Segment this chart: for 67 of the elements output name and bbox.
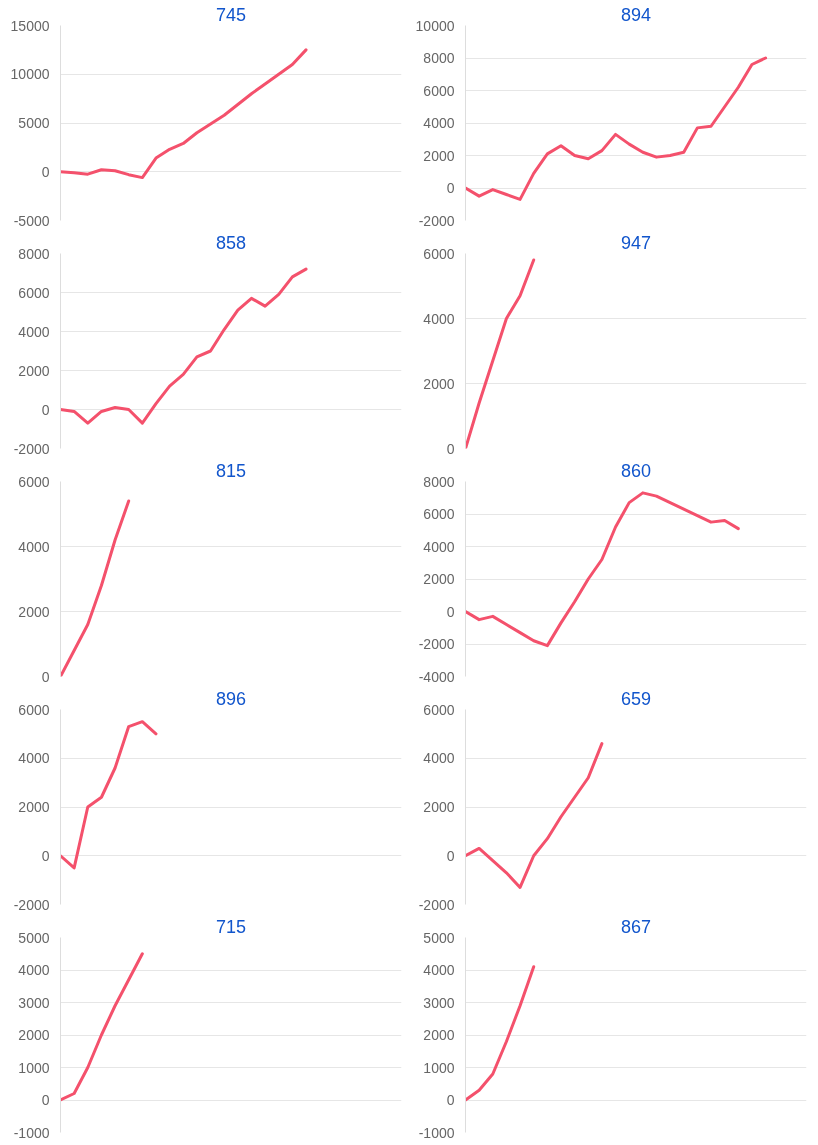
y-tick-label: 0 <box>446 603 455 620</box>
y-tick-label: 6000 <box>423 701 455 718</box>
y-tick-label: 4000 <box>18 750 50 767</box>
y-tick-label: 8000 <box>423 473 455 490</box>
y-tick-label: 2000 <box>423 147 455 164</box>
y-tick-label: 0 <box>41 163 50 180</box>
y-tick-label: 10000 <box>415 17 455 34</box>
y-tick-label: 8000 <box>18 245 50 262</box>
y-tick-label: -4000 <box>418 668 455 685</box>
y-tick-label: 10000 <box>10 66 50 83</box>
y-tick-label: 6000 <box>423 506 455 522</box>
y-tick-label: 0 <box>41 401 50 418</box>
y-tick-label: 6000 <box>18 284 50 301</box>
y-tick-label: 2000 <box>18 799 50 815</box>
chart-title: 947 <box>620 232 652 253</box>
y-tick-label: 0 <box>446 440 455 457</box>
y-tick-label: 4000 <box>423 115 455 131</box>
y-tick-label: 0 <box>41 847 50 864</box>
y-tick-label: 8000 <box>423 50 455 66</box>
y-tick-label: 2000 <box>423 1027 455 1043</box>
chart-title: 894 <box>620 4 652 25</box>
y-tick-label: -2000 <box>418 896 455 913</box>
y-tick-label: 0 <box>446 1092 455 1108</box>
y-tick-label: -5000 <box>13 212 50 229</box>
y-tick-label: 2000 <box>423 799 455 815</box>
y-tick-label: 3000 <box>423 994 455 1011</box>
y-tick-label: 4000 <box>18 962 50 978</box>
y-tick-label: 4000 <box>423 310 455 327</box>
y-tick-label: 15000 <box>10 17 50 34</box>
y-tick-label: 1000 <box>18 1059 50 1076</box>
y-tick-label: 5000 <box>423 929 455 946</box>
y-tick-label: 6000 <box>18 701 50 718</box>
y-tick-label: 4000 <box>18 538 50 555</box>
chart-title: 860 <box>620 460 652 481</box>
y-tick-label: 4000 <box>423 962 455 978</box>
y-tick-label: 0 <box>446 180 455 196</box>
y-tick-label: 4000 <box>18 323 50 340</box>
chart-title: 858 <box>215 232 247 253</box>
y-tick-label: -1000 <box>418 1124 455 1141</box>
y-tick-label: -2000 <box>418 212 455 229</box>
y-tick-label: 2000 <box>18 362 50 379</box>
y-tick-label: 3000 <box>18 994 50 1011</box>
y-tick-label: 0 <box>41 1092 50 1108</box>
chart-title: 715 <box>215 916 247 937</box>
chart-title: 896 <box>215 688 247 709</box>
y-tick-label: -1000 <box>13 1124 50 1141</box>
y-tick-label: 2000 <box>18 603 50 620</box>
y-tick-label: 6000 <box>423 245 455 262</box>
y-tick-label: 0 <box>446 847 455 864</box>
y-tick-label: 2000 <box>423 375 455 392</box>
chart-title: 745 <box>215 4 247 25</box>
chart-title: 867 <box>620 916 652 937</box>
chart-title: 659 <box>620 688 652 709</box>
y-tick-label: -2000 <box>13 440 50 457</box>
chart-title: 815 <box>215 460 247 481</box>
y-tick-label: 6000 <box>18 473 50 490</box>
y-tick-label: 4000 <box>423 750 455 767</box>
y-tick-label: 1000 <box>423 1059 455 1076</box>
y-tick-label: 5000 <box>18 115 50 131</box>
y-tick-label: 5000 <box>18 929 50 946</box>
y-tick-label: -2000 <box>418 636 455 652</box>
y-tick-label: 4000 <box>423 538 455 555</box>
y-tick-label: 2000 <box>18 1027 50 1043</box>
y-tick-label: 2000 <box>423 571 455 587</box>
y-tick-label: 0 <box>41 668 50 685</box>
y-tick-label: -2000 <box>13 896 50 913</box>
y-tick-label: 6000 <box>423 82 455 99</box>
